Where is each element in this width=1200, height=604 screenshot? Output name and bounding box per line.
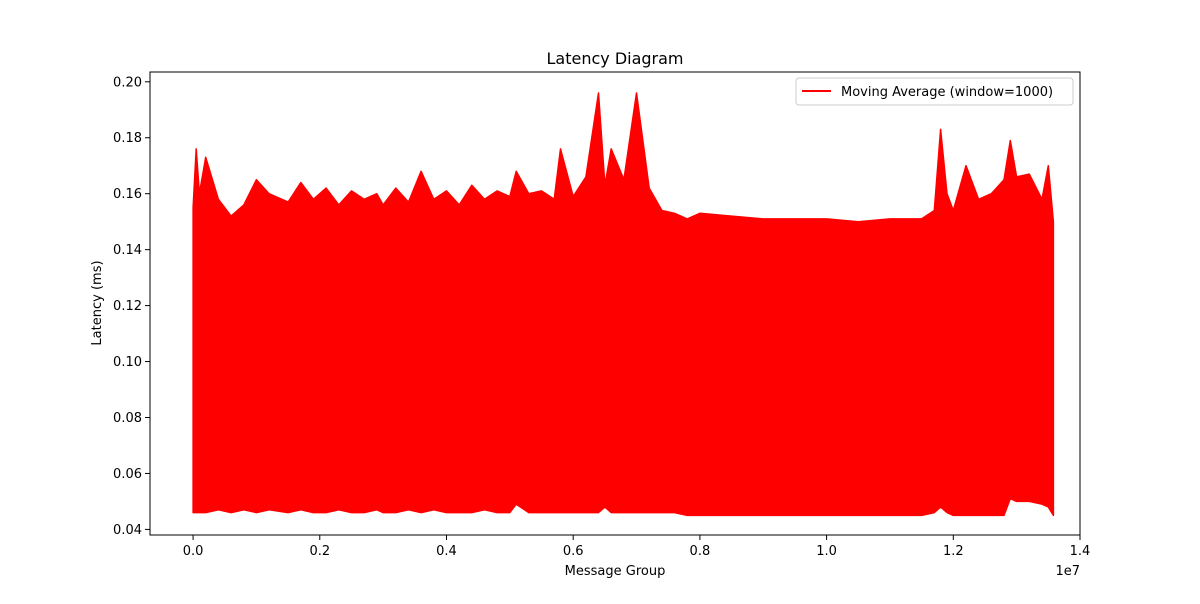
chart-title: Latency Diagram <box>546 49 683 68</box>
x-axis-offset-label: 1e7 <box>1055 564 1080 579</box>
axes: 0.0 0.2 0.4 0.6 0.8 1.0 1.2 1.4 0.04 0.06 0.08 0.10… <box>113 71 1091 559</box>
y-tick-label: 0.18 <box>113 131 142 146</box>
x-tick-label: 0.8 <box>690 544 711 559</box>
y-tick-label: 0.10 <box>113 355 142 370</box>
series-line-0 <box>192 92 1055 517</box>
y-tick-label: 0.16 <box>113 187 142 202</box>
x-axis-label: Message Group <box>565 564 666 579</box>
x-tick-label: 1.2 <box>943 544 964 559</box>
x-tick-label: 0.0 <box>183 544 204 559</box>
legend: Moving Average (window=1000) <box>795 77 1074 106</box>
plot-area <box>192 92 1055 517</box>
y-tick-label: 0.20 <box>113 75 142 90</box>
legend-frame <box>795 77 1074 106</box>
x-tick-label: 0.6 <box>563 544 584 559</box>
y-tick-label: 0.08 <box>113 411 142 426</box>
y-tick-label: 0.06 <box>113 467 142 482</box>
y-tick-label: 0.12 <box>113 299 142 314</box>
axes-frame <box>149 71 1081 536</box>
x-tick-label: 0.4 <box>436 544 457 559</box>
x-tick-label: 1.4 <box>1070 544 1091 559</box>
y-axis-label: Latency (ms) <box>90 260 105 345</box>
y-tick-label: 0.14 <box>113 243 142 258</box>
y-tick-label: 0.04 <box>113 523 142 538</box>
legend-label: Moving Average (window=1000) <box>841 85 1053 100</box>
x-tick-label: 1.0 <box>816 544 837 559</box>
x-tick-label: 0.2 <box>309 544 330 559</box>
